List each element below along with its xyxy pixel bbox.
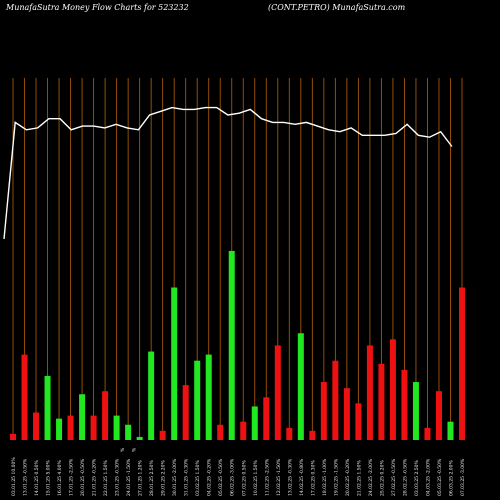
x-tick-label: 06.02.25 -3.00%: [230, 458, 236, 496]
flow-bar: [251, 406, 258, 440]
flow-bar: [79, 394, 86, 440]
x-tick-label: 14.02.25 -0.80%: [299, 458, 305, 496]
flow-bar: [148, 351, 155, 440]
flow-bar: [366, 345, 373, 440]
x-tick-label: 24.01.25 -1.50%: [126, 458, 132, 496]
x-tick-label: 19.02.25 -1.50%: [333, 458, 339, 496]
x-tick-label: 18.02.25 -1.00%: [322, 458, 328, 496]
x-tick-label: 07.02.25 0.50%: [241, 460, 247, 496]
flow-bar: [343, 388, 350, 440]
x-tick-label: 05.02.25 -0.50%: [218, 458, 224, 496]
flow-bar: [136, 436, 143, 440]
flow-bar: [332, 360, 339, 440]
x-tick-label: 20.02.25 -0.20%: [345, 458, 351, 496]
price-line: [3, 106, 453, 239]
flow-bar: [182, 385, 189, 440]
flow-bar: [67, 415, 74, 440]
flow-bar: [355, 403, 362, 440]
flow-bar: [297, 333, 304, 440]
flow-bar: [10, 433, 16, 440]
flow-bar: [217, 424, 224, 440]
grid-lines: [12, 78, 463, 440]
x-tick-label: 03.02.25 1.50%: [195, 460, 201, 496]
x-tick-label: 05.03.25 -0.50%: [437, 458, 443, 496]
x-tick-label: 22.01.25 1.50%: [103, 460, 109, 496]
x-tick-label: 29.01.25 2.20%: [161, 460, 167, 496]
flow-bar: [309, 430, 316, 440]
x-tick-label: 10.02.25 1.50%: [253, 460, 259, 496]
flow-bar: [159, 430, 166, 440]
x-axis-ticks: 03.01.25 10.00% 13.01.25 -0.50% 14.01.25 0…: [11, 457, 466, 496]
x-tick-label: 03.03.25 2.50%: [414, 460, 420, 496]
x-tick-label: 28.01.25 2.50%: [149, 460, 155, 496]
x-axis-markers: %%: [120, 447, 138, 452]
flow-bar: [424, 427, 431, 440]
x-tick-label: 04.02.25 -0.20%: [207, 458, 213, 496]
x-tick-label: 14.01.25 0.50%: [34, 460, 40, 496]
flow-bar: [320, 382, 327, 440]
x-tick-label: 04.03.25 -2.00%: [425, 458, 431, 496]
x-tick-label: 13.01.25 -0.50%: [23, 458, 29, 496]
x-tick-label: 21.02.25 1.50%: [356, 460, 362, 496]
x-tick-label: 31.01.25 -0.30%: [184, 458, 190, 496]
flow-bar: [102, 391, 109, 440]
x-tick-label: 13.02.25 -0.30%: [287, 458, 293, 496]
x-tick-label: 27.02.25 -0.50%: [391, 458, 397, 496]
x-tick-label: 28.02.25 -0.50%: [402, 458, 408, 496]
x-tick-label: 30.01.25 -2.00%: [172, 458, 178, 496]
chart-title: MunafaSutra Money Flow Charts for 523232: [5, 3, 189, 12]
x-tick-label: 24.02.25 -2.00%: [368, 458, 374, 496]
x-tick-label: 17.01.25 -2.50%: [69, 458, 75, 496]
x-tick-label: 12.02.25 -1.50%: [276, 458, 282, 496]
x-tick-label: 27.01.25 1.20%: [138, 460, 144, 496]
flow-bar: [274, 345, 281, 440]
flow-bar: [171, 287, 178, 440]
flow-bar: [435, 391, 442, 440]
x-tick-label: 23.01.25 -0.30%: [115, 458, 121, 496]
x-tick-label: 06.03.25 2.00%: [448, 460, 454, 496]
flow-bar: [378, 363, 385, 440]
x-tick-label: 15.01.25 5.00%: [46, 460, 52, 496]
flow-bar: [412, 382, 419, 440]
flow-bar: [194, 360, 201, 440]
x-tick-label: 16.01.25 4.00%: [57, 460, 63, 496]
chart-subtitle: (CONT.PETRO) MunafaSutra.com: [268, 3, 406, 12]
x-tick-label: 21.01.25 -0.20%: [92, 458, 98, 496]
x-marker-label: %: [132, 447, 138, 452]
flow-bar: [90, 415, 97, 440]
flow-bar: [205, 354, 212, 440]
x-tick-label: 20.01.25 -0.50%: [80, 458, 86, 496]
flow-bar: [113, 415, 120, 440]
price-line-group: [3, 106, 453, 239]
flow-bar: [56, 418, 63, 440]
flow-bar: [240, 421, 247, 440]
flow-bar: [389, 339, 396, 440]
x-tick-label: 25.02.25 0.20%: [379, 460, 385, 496]
flow-bar: [459, 287, 465, 440]
flow-bar: [228, 250, 235, 440]
flow-bar: [33, 412, 40, 440]
flow-bar: [125, 424, 132, 440]
flow-bar: [401, 369, 408, 440]
flow-bars: [10, 250, 465, 440]
x-tick-label: 11.02.25 -2.50%: [264, 458, 270, 496]
x-marker-label: %: [120, 447, 126, 452]
flow-bar: [263, 397, 270, 440]
x-tick-label: 17.02.25 0.30%: [310, 460, 316, 496]
flow-bar: [286, 427, 293, 440]
x-tick-label: 07.03.25 -3.00%: [460, 458, 466, 496]
flow-bar: [447, 421, 454, 440]
x-tick-label: 03.01.25 10.00%: [11, 457, 17, 496]
flow-bar: [44, 375, 51, 440]
flow-bar: [21, 354, 28, 440]
